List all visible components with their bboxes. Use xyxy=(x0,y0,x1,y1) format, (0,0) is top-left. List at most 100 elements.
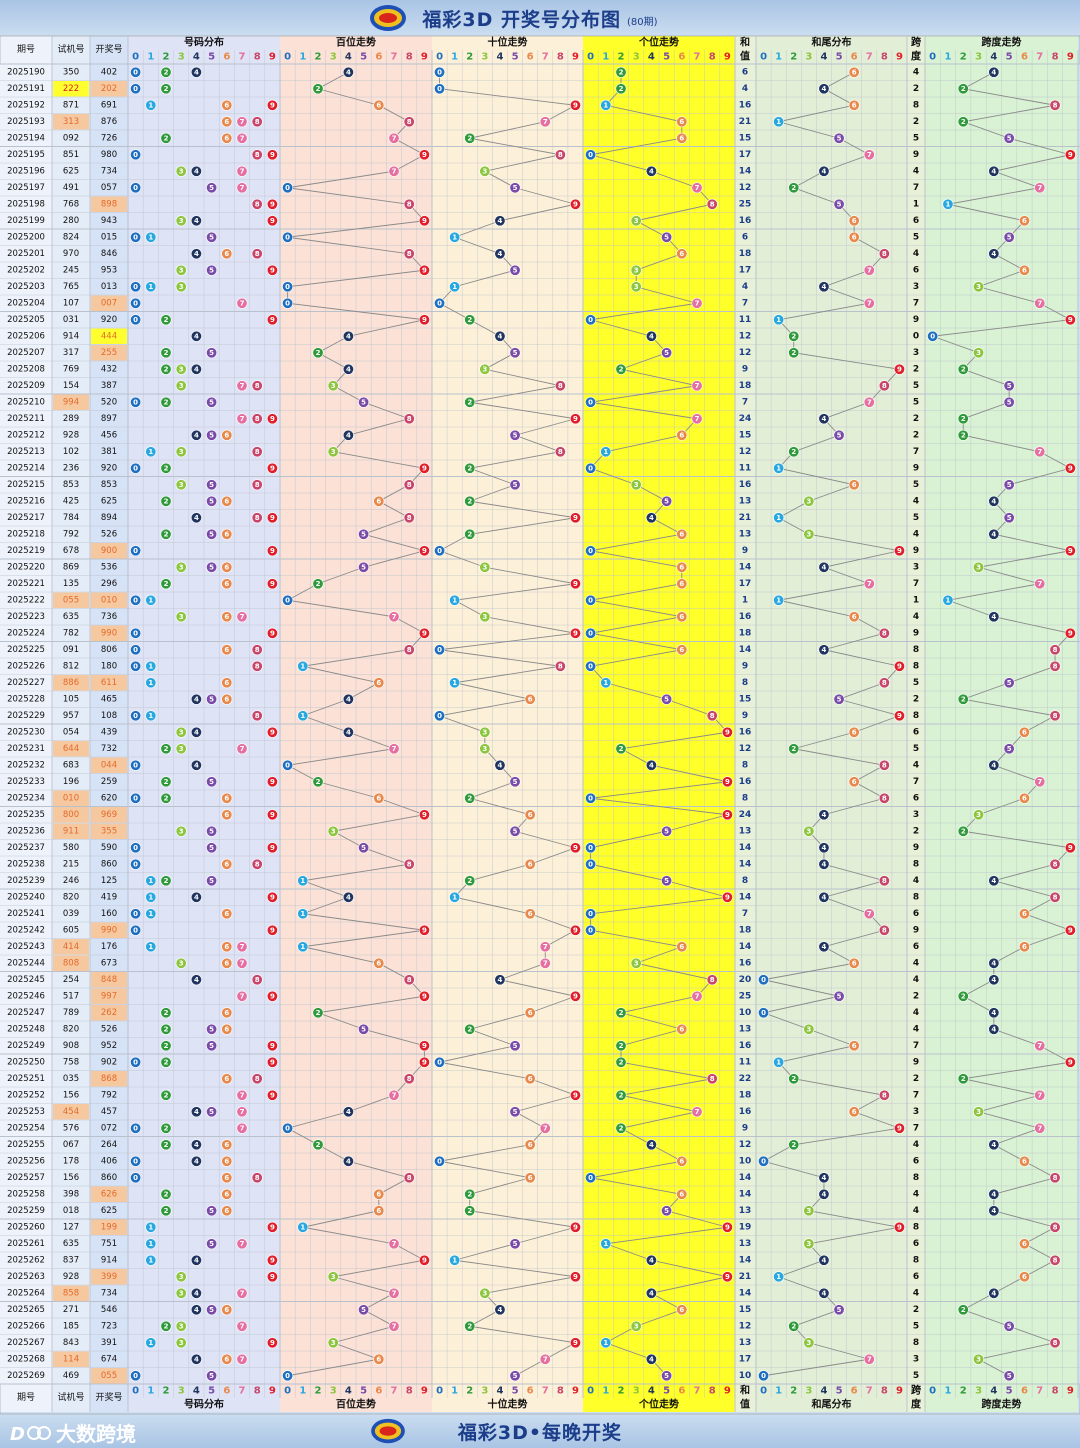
units-ball-label: 2 xyxy=(619,1042,624,1050)
hundreds-ball-label: 2 xyxy=(316,580,321,588)
dist-ball-label: 1 xyxy=(148,234,153,242)
tens-ball xyxy=(494,215,506,227)
hundreds-ball-label: 6 xyxy=(376,960,381,968)
hundreds-ball xyxy=(342,693,354,705)
sum-value: 14 xyxy=(739,1189,752,1199)
dist-digit-label-top: 1 xyxy=(147,52,154,63)
span-ball-label: 9 xyxy=(1068,465,1073,473)
table-row: 90 9 9 0 8 9 xyxy=(91,922,1076,938)
hundreds-ball-label: 9 xyxy=(422,1042,427,1050)
sum-value: 13 xyxy=(739,1239,752,1249)
tens-ball-label: 9 xyxy=(573,927,578,935)
draw-highlight xyxy=(91,1071,127,1087)
units-ball xyxy=(691,413,703,425)
units-ball-label: 9 xyxy=(725,729,730,737)
units-ball-label: 3 xyxy=(634,481,639,489)
tail-ball xyxy=(893,660,905,672)
draw-number: 055 xyxy=(101,1371,117,1381)
sptr-trend-line xyxy=(932,71,1072,1377)
tens-ball xyxy=(464,1188,476,1200)
draw-number: 868 xyxy=(101,1074,117,1084)
table-row: 52 6 5 2 6 3 4 xyxy=(160,1023,1000,1035)
tail-ball xyxy=(848,611,860,623)
draw-number: 526 xyxy=(101,1024,117,1034)
table-row: 84 8 4 8 0 4 xyxy=(91,972,1000,988)
draw-number: 611 xyxy=(101,678,117,688)
footer-bar: D 大数跨境 福彩3D•每晚开奖 xyxy=(0,1414,1080,1448)
sum-value: 18 xyxy=(739,249,752,259)
span-ball xyxy=(988,1188,1000,1200)
table-row: 732 7 3 2 2 5 xyxy=(53,741,1015,757)
sum-value: 11 xyxy=(739,463,752,473)
span-ball-label: 4 xyxy=(991,877,996,885)
span-value: 9 xyxy=(913,628,919,638)
dist-ball-label: 7 xyxy=(240,300,245,308)
units-ball-label: 3 xyxy=(634,960,639,968)
dist-ball xyxy=(251,1073,263,1085)
tail-ball-label: 6 xyxy=(852,217,857,225)
tens-ball-label: 0 xyxy=(437,712,442,720)
draw-number: 732 xyxy=(101,744,117,754)
uni-digit-label-top: 0 xyxy=(587,52,594,63)
sum-value: 17 xyxy=(739,265,752,275)
units-ball-label: 9 xyxy=(725,1224,730,1232)
units-ball xyxy=(645,330,657,342)
issue-number: 2025259 xyxy=(7,1206,45,1216)
dist-ball-label: 5 xyxy=(209,498,214,506)
tens-ball xyxy=(524,858,536,870)
dist-ball-label: 0 xyxy=(133,151,138,159)
dist-ball-label: 4 xyxy=(194,432,199,440)
dist-ball-label: 2 xyxy=(164,745,169,753)
draw-number: 202 xyxy=(101,84,117,94)
draw-number: 734 xyxy=(101,1288,117,1298)
tail-ball-label: 4 xyxy=(822,943,827,951)
tail-ball-label: 1 xyxy=(776,465,781,473)
units-ball xyxy=(661,1205,673,1217)
trial-number: 091 xyxy=(63,645,79,655)
hun-digit-label-bottom: 7 xyxy=(391,1386,398,1397)
dist-ball xyxy=(236,1287,248,1299)
tens-ball-label: 1 xyxy=(452,234,457,242)
tens-ball-label: 4 xyxy=(498,976,503,984)
issue-number: 2025195 xyxy=(7,150,45,160)
issue-number: 2025227 xyxy=(7,678,45,688)
ten-digit-label-bottom: 8 xyxy=(557,1386,564,1397)
tail-ball-label: 6 xyxy=(852,481,857,489)
dist-ball-label: 7 xyxy=(240,1323,245,1331)
span-ball xyxy=(957,413,969,425)
dist-ball xyxy=(236,941,248,953)
dist-ball-label: 2 xyxy=(164,1323,169,1331)
hun-digit-label-bottom: 0 xyxy=(284,1386,291,1397)
dist-ball xyxy=(160,792,172,804)
tail-digit-label-bottom: 8 xyxy=(881,1386,888,1397)
dist-ball xyxy=(130,792,142,804)
table-row: 3 81 3 8 1 2 7 xyxy=(145,446,1046,458)
dist-digit-label-top: 3 xyxy=(178,52,185,63)
dist-ball-label: 4 xyxy=(194,1356,199,1364)
span-value: 4 xyxy=(913,496,919,506)
trial-highlight xyxy=(53,790,89,806)
hundreds-ball xyxy=(403,644,415,656)
issue-number: 2025264 xyxy=(7,1288,45,1298)
dist-ball xyxy=(221,495,233,507)
draw-number: 990 xyxy=(101,628,117,638)
dist-ball-label: 4 xyxy=(194,1108,199,1116)
span-ball-label: 5 xyxy=(1007,1372,1012,1380)
span-value: 4 xyxy=(913,1288,919,1298)
tens-ball xyxy=(539,1353,551,1365)
dist-ball-label: 9 xyxy=(270,894,275,902)
units-ball xyxy=(721,1271,733,1283)
units-ball-label: 7 xyxy=(695,382,700,390)
dist-ball xyxy=(160,875,172,887)
tail-ball-label: 0 xyxy=(761,1372,766,1380)
hundreds-ball-label: 8 xyxy=(407,201,412,209)
dist-ball-label: 6 xyxy=(224,861,229,869)
span-ball xyxy=(957,693,969,705)
dist-ball-label: 1 xyxy=(148,1257,153,1265)
issue-number: 2025202 xyxy=(7,265,45,275)
trial-number: 911 xyxy=(63,826,79,836)
dist-ball-label: 5 xyxy=(209,432,214,440)
